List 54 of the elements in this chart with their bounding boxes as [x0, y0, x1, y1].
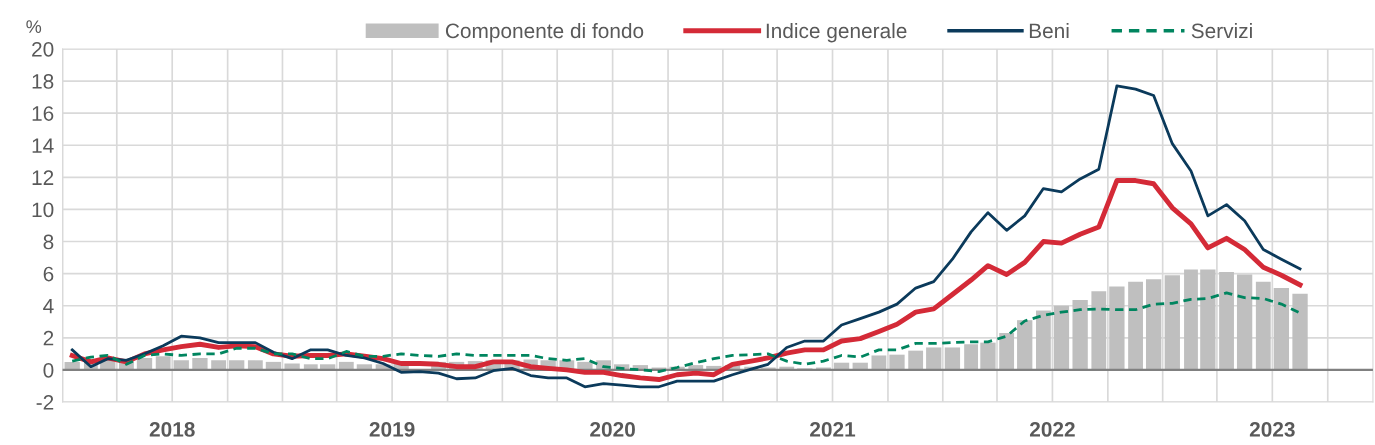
- legend-label: Servizi: [1191, 22, 1252, 39]
- bar: [1255, 281, 1271, 370]
- bar: [1292, 293, 1308, 370]
- bar: [1219, 272, 1234, 370]
- x-tick-label: 2021: [810, 422, 856, 437]
- bar: [1128, 281, 1143, 370]
- bar: [908, 350, 924, 370]
- y-tick-label: 4: [43, 298, 54, 314]
- bar: [1035, 310, 1051, 370]
- y-tick-label: -2: [36, 395, 54, 410]
- line-series: [70, 291, 1302, 373]
- y-axis-title: %: [26, 20, 42, 33]
- y-tick-label: 0: [43, 362, 54, 378]
- y-tick-label: 20: [32, 41, 54, 57]
- y-tick-label: 2: [43, 330, 54, 346]
- x-tick-label: 2020: [590, 422, 635, 437]
- bar: [1273, 288, 1290, 370]
- x-tick-label: 2023: [1249, 422, 1295, 437]
- bar: [229, 360, 245, 370]
- y-tick-label: 8: [43, 234, 54, 250]
- bar: [1053, 305, 1070, 370]
- y-tick-label: 10: [32, 202, 54, 218]
- bar: [980, 342, 996, 370]
- legend-label: Beni: [1029, 22, 1069, 39]
- x-tick-label: 2022: [1029, 422, 1075, 437]
- bar: [889, 354, 905, 370]
- bar: [1184, 269, 1198, 370]
- bar: [173, 360, 189, 370]
- bar: [1236, 274, 1253, 370]
- legend-label: Componente di fondo: [445, 22, 644, 43]
- line-series: [69, 178, 1303, 382]
- y-tick-label: 6: [43, 266, 54, 282]
- x-tick-label: 2019: [369, 422, 415, 437]
- bar: [964, 344, 979, 370]
- legend-label: Indice generale: [766, 22, 907, 43]
- bar: [1200, 269, 1216, 370]
- bar: [1017, 320, 1033, 370]
- line-series: [70, 84, 1302, 389]
- bar: [999, 333, 1015, 370]
- bar: [926, 347, 942, 370]
- y-tick-label: 12: [32, 170, 54, 185]
- bar: [1072, 300, 1088, 370]
- y-tick-label: 18: [32, 74, 54, 89]
- bar: [1109, 286, 1125, 370]
- bar: [1145, 279, 1162, 370]
- bar: [871, 355, 887, 370]
- bar: [192, 357, 208, 370]
- bar: [155, 356, 171, 370]
- bar: [944, 347, 961, 370]
- y-tick-label: 16: [32, 106, 54, 121]
- x-tick-label: 2018: [149, 422, 195, 437]
- bar: [1091, 291, 1107, 370]
- y-tick-label: 14: [32, 138, 54, 153]
- bar: [1164, 275, 1180, 370]
